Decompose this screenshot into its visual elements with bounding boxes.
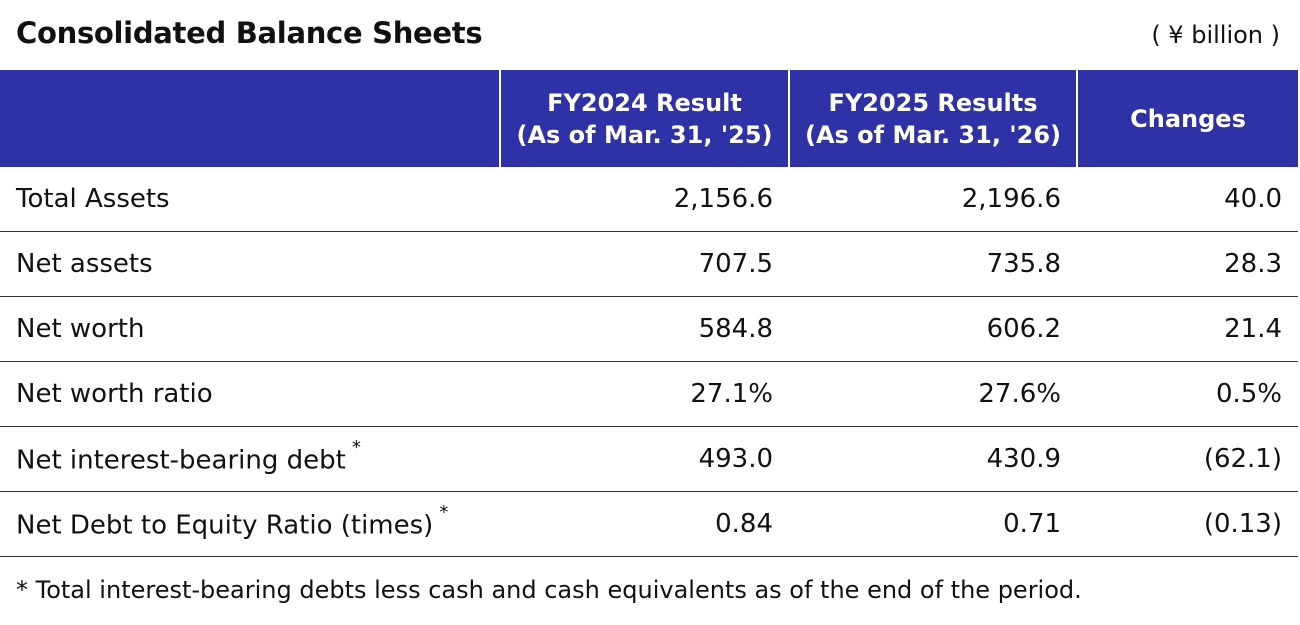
change-value: (0.13) (1077, 491, 1298, 557)
fy2025-value: 2,196.6 (789, 167, 1077, 232)
header-fy2024-date: (As of Mar. 31, '25) (516, 120, 773, 149)
footnote-marker: * (439, 501, 449, 523)
row-label-text: Total Assets (16, 184, 170, 214)
table-row: Net worth 584.8 606.2 21.4 (0, 296, 1298, 362)
fy2025-value: 0.71 (789, 491, 1077, 557)
row-label: Net Debt to Equity Ratio (times) * (0, 491, 500, 557)
change-value: 0.5% (1077, 361, 1298, 427)
unit-label: ( ¥ billion ) (1151, 21, 1280, 49)
table-row: Net interest-bearing debt * 493.0 430.9 (… (0, 426, 1298, 492)
header-changes-title: Changes (1130, 104, 1246, 133)
change-value: 28.3 (1077, 231, 1298, 297)
row-label: Net interest-bearing debt * (0, 426, 500, 492)
row-label-text: Net worth (16, 314, 145, 344)
table-row: Total Assets 2,156.6 2,196.6 40.0 (0, 167, 1298, 232)
table-row: Net worth ratio 27.1% 27.6% 0.5% (0, 361, 1298, 427)
row-label-text: Net worth ratio (16, 379, 213, 409)
fy2025-value: 27.6% (789, 361, 1077, 427)
header-fy2025-date: (As of Mar. 31, '26) (804, 120, 1062, 149)
title-row: Consolidated Balance Sheets ( ¥ billion … (0, 0, 1300, 70)
row-label-text: Net Debt to Equity Ratio (times) (16, 510, 434, 541)
header-fy2025: FY2025 Results (As of Mar. 31, '26) (788, 70, 1077, 167)
header-fy2025-title: FY2025 Results (828, 88, 1038, 117)
row-label: Net worth ratio (0, 361, 500, 427)
fy2024-value: 27.1% (500, 361, 789, 427)
row-label: Net worth (0, 296, 500, 362)
fy2024-value: 493.0 (500, 426, 789, 492)
table-row: Net assets 707.5 735.8 28.3 (0, 231, 1298, 297)
fy2025-value: 606.2 (789, 296, 1077, 362)
table-header: FY2024 Result (As of Mar. 31, '25) FY202… (0, 70, 1298, 167)
header-item (0, 70, 500, 167)
table-body: Total Assets 2,156.6 2,196.6 40.0 Net as… (0, 167, 1298, 557)
footnote-marker: * (351, 436, 361, 458)
fy2024-value: 584.8 (500, 296, 789, 362)
footnote: * Total interest-bearing debts less cash… (16, 576, 1082, 604)
header-changes: Changes (1076, 70, 1298, 167)
page-title: Consolidated Balance Sheets (16, 16, 483, 50)
row-label: Net assets (0, 231, 500, 297)
row-label: Total Assets (0, 167, 500, 232)
row-label-text: Net assets (16, 249, 153, 279)
fy2025-value: 735.8 (789, 231, 1077, 297)
header-fy2024: FY2024 Result (As of Mar. 31, '25) (499, 70, 789, 167)
change-value: 40.0 (1077, 167, 1298, 232)
fy2024-value: 707.5 (500, 231, 789, 297)
change-value: (62.1) (1077, 426, 1298, 492)
fy2024-value: 0.84 (500, 491, 789, 557)
balance-sheet-table: FY2024 Result (As of Mar. 31, '25) FY202… (0, 70, 1298, 557)
fy2025-value: 430.9 (789, 426, 1077, 492)
table-row: Net Debt to Equity Ratio (times) * 0.84 0… (0, 491, 1298, 557)
fy2024-value: 2,156.6 (500, 167, 789, 232)
header-row: FY2024 Result (As of Mar. 31, '25) FY202… (0, 70, 1298, 167)
row-label-text: Net interest-bearing debt (16, 445, 346, 476)
change-value: 21.4 (1077, 296, 1298, 362)
header-fy2024-title: FY2024 Result (547, 88, 742, 117)
